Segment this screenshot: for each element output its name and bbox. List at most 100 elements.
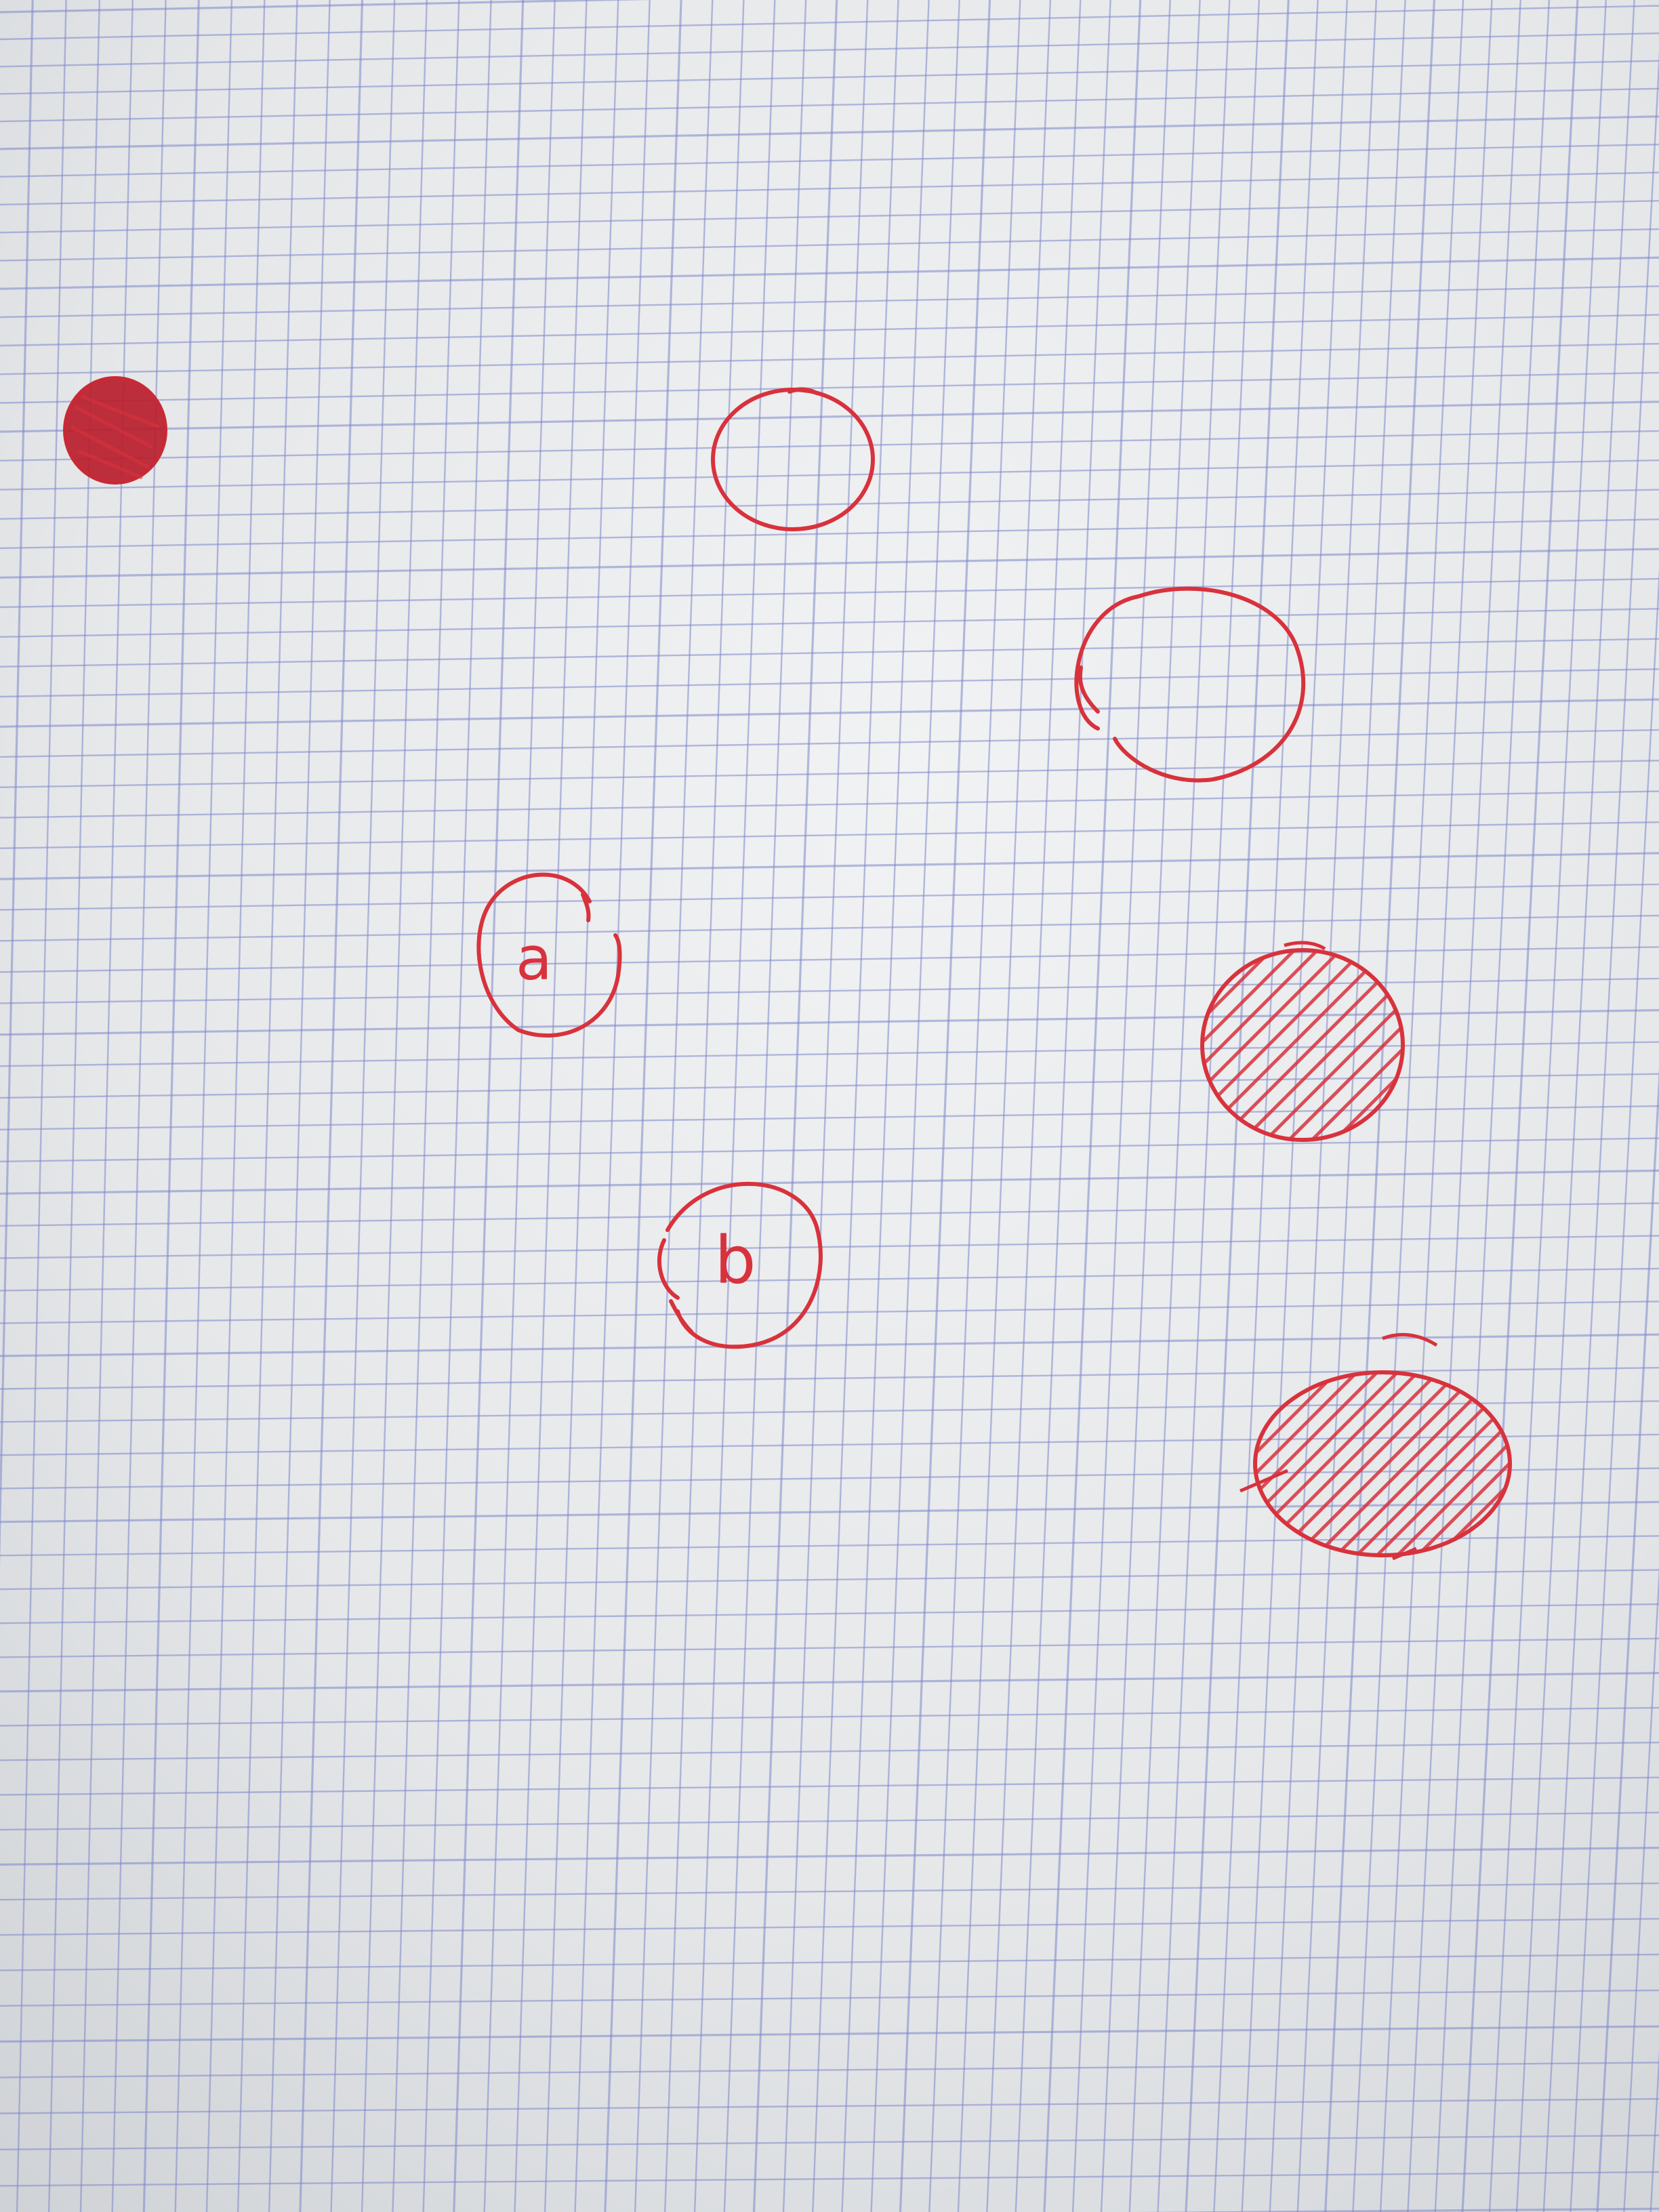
grid-line-vertical: [79, 0, 134, 2212]
grid-line-horizontal: [0, 1918, 1659, 1936]
grid-line-horizontal: [0, 1105, 1659, 1130]
grid-line-vertical: [986, 0, 1082, 2212]
grid-line-horizontal: [0, 946, 1659, 973]
grid-line-horizontal: [0, 548, 1659, 579]
grid-line-vertical: [142, 0, 200, 2212]
grid-line-vertical: [453, 0, 525, 2212]
grid-line-horizontal: [0, 914, 1659, 942]
grid-line-horizontal: [0, 1882, 1659, 1901]
grid-line-vertical: [1071, 0, 1171, 2212]
grid-line-horizontal: [0, 228, 1659, 262]
hatch-stroke: [1255, 1372, 1399, 1555]
grid-line-horizontal: [0, 2062, 1659, 2078]
grid-line-horizontal: [0, 729, 1659, 758]
grid-line-horizontal: [0, 2097, 1659, 2114]
grid-line-horizontal: [0, 1603, 1659, 1624]
grid-line-vertical: [1434, 0, 1551, 2212]
grid-line-vertical: [1515, 0, 1635, 2212]
grid-line-vertical: [1352, 0, 1465, 2212]
grid-line-horizontal: [0, 1169, 1659, 1195]
grid-line-vertical: [1185, 0, 1290, 2212]
grid-line-vertical: [483, 0, 556, 2212]
grid-line-vertical: [422, 0, 492, 2212]
grid-line-vertical: [0, 0, 34, 1568]
grid-line-vertical: [870, 0, 960, 2212]
grid-line-vertical: [330, 0, 396, 2212]
grid-line-vertical: [544, 0, 619, 2212]
hatch-stroke: [1315, 1372, 1500, 1555]
grid-line-horizontal: [0, 608, 1659, 638]
grid-line-horizontal: [0, 2025, 1659, 2043]
grid-line-vertical: [664, 0, 745, 2212]
grid-line-vertical: [899, 0, 991, 2212]
hatch-stroke: [1255, 1372, 1358, 1555]
circle-b-label: b: [715, 1223, 756, 1298]
grid-line-vertical: [514, 0, 588, 2212]
grid-line-vertical: [16, 0, 67, 2212]
grid-line-horizontal: [0, 1500, 1659, 1523]
grid-line-horizontal: [0, 430, 1659, 462]
grid-line-horizontal: [0, 821, 1659, 849]
grid-line-horizontal: [0, 115, 1659, 150]
grid-line-vertical: [1157, 0, 1261, 2212]
hatch-stroke: [1396, 1372, 1510, 1555]
grid-line-horizontal: [0, 60, 1659, 95]
grid-line-vertical: [1043, 0, 1142, 2212]
grid-line-horizontal: [0, 1400, 1659, 1423]
grid-line-vertical: [1241, 0, 1348, 2212]
grid-line-vertical: [47, 0, 100, 2212]
grid-line-horizontal: [0, 1467, 1659, 1490]
grid-line-horizontal: [0, 459, 1659, 491]
grid-line-vertical: [174, 0, 233, 2212]
grid-line-horizontal: [0, 489, 1659, 520]
grid-line-horizontal: [0, 285, 1659, 319]
filled-dot: [63, 376, 167, 485]
grid-line-vertical: [1296, 0, 1406, 2212]
grid-line-vertical: [1461, 0, 1579, 2212]
hatch-stroke: [1202, 950, 1296, 1140]
grid-line-horizontal: [0, 144, 1659, 178]
grid-line-vertical: [1623, 1565, 1659, 2212]
grid-line-horizontal: [0, 518, 1659, 550]
grid-line-vertical: [111, 0, 167, 2212]
grid-line-horizontal: [0, 1267, 1659, 1292]
grid-line-horizontal: [0, 760, 1659, 788]
grid-line-vertical: [604, 0, 682, 2212]
grid-line-vertical: [1213, 0, 1319, 2212]
hatch-stroke: [1376, 1372, 1510, 1555]
grid-line-vertical: [574, 0, 651, 2212]
grid-line-vertical: [957, 0, 1052, 2212]
empty-circle-right: [1074, 586, 1306, 783]
grid-line-horizontal: [0, 1535, 1659, 1557]
grid-line-vertical: [782, 0, 869, 2212]
grid-line-vertical: [634, 0, 714, 2212]
hatch-stroke: [1437, 1372, 1510, 1555]
grid-line-horizontal: [0, 5, 1659, 41]
grid-line-horizontal: [0, 1235, 1659, 1259]
grid-line-horizontal: [0, 256, 1659, 290]
grid-line-horizontal: [0, 668, 1659, 698]
grid-line-horizontal: [0, 1637, 1659, 1658]
grid-line-vertical: [841, 0, 930, 2212]
grid-line-horizontal: [0, 200, 1659, 234]
grid-line-horizontal: [0, 977, 1659, 1004]
hatch-stroke: [1274, 1372, 1460, 1555]
hatch-stroke: [1255, 1372, 1338, 1555]
hatch-stroke: [1334, 950, 1403, 1140]
grid-line-horizontal: [0, 371, 1659, 404]
hatch-stroke: [1202, 950, 1319, 1140]
circle-a-label: a: [516, 924, 552, 994]
grid-line-horizontal: [0, 1569, 1659, 1591]
grid-line-horizontal: [0, 171, 1659, 206]
grid-line-vertical: [299, 0, 364, 2212]
grid-line-horizontal: [0, 1137, 1659, 1163]
grid-line-horizontal: [0, 1073, 1659, 1099]
grid-line-vertical: [1488, 0, 1607, 2212]
grid-line-vertical: [752, 0, 838, 2212]
hatch-stroke: [1294, 1372, 1480, 1555]
grid-line-horizontal: [0, 1202, 1659, 1227]
hatch-stroke: [1265, 950, 1403, 1140]
grid-line-horizontal: [0, 1989, 1659, 2007]
